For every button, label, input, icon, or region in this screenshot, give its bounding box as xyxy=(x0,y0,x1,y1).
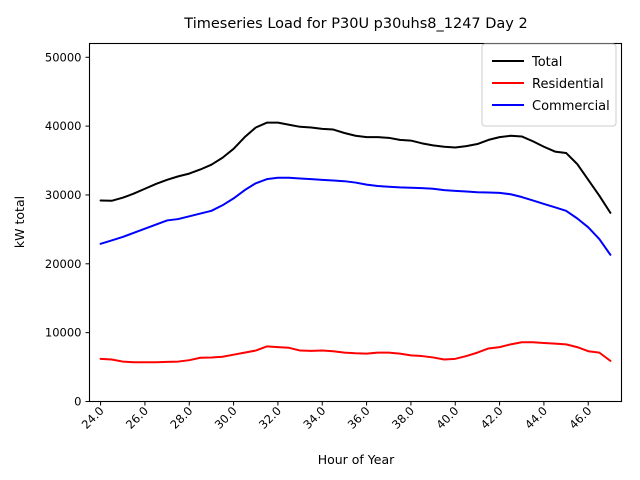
y-axis-ticks: 0 10000 20000 30000 40000 50000 xyxy=(45,50,90,409)
legend-label-commercial: Commercial xyxy=(532,99,610,114)
y-tick-label: 0 xyxy=(74,395,81,409)
y-tick-label: 50000 xyxy=(45,50,82,64)
x-axis-title: Hour of Year xyxy=(318,452,395,467)
y-tick-label: 20000 xyxy=(45,257,82,271)
y-tick-label: 40000 xyxy=(45,119,82,133)
y-tick-label: 10000 xyxy=(45,326,82,340)
axes-frame xyxy=(88,42,623,403)
series-lines xyxy=(99,121,612,364)
series-line-total xyxy=(99,121,612,214)
series-line-commercial xyxy=(99,176,612,256)
chart-title: Timeseries Load for P30U p30uhs8_1247 Da… xyxy=(183,16,527,32)
y-tick-label: 30000 xyxy=(45,188,82,202)
series-line-residential xyxy=(99,341,612,364)
legend-label-total: Total xyxy=(531,55,562,70)
legend-label-residential: Residential xyxy=(532,77,604,92)
y-axis-title: kW total xyxy=(12,196,27,248)
chart-legend: Total Residential Commercial xyxy=(481,43,617,127)
